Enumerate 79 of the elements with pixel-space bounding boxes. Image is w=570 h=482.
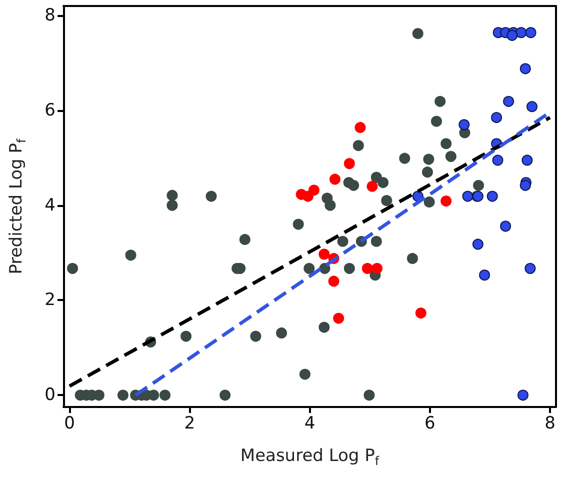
- point: [503, 96, 514, 107]
- point: [486, 190, 498, 202]
- x-tick-label: 6: [424, 414, 436, 434]
- point: [440, 138, 452, 150]
- point: [492, 154, 504, 166]
- point: [206, 190, 217, 202]
- point: [526, 101, 538, 112]
- point: [125, 250, 136, 261]
- y-axis-title: Predicted Log Pf: [6, 138, 28, 274]
- point: [520, 63, 531, 74]
- point: [378, 177, 389, 188]
- point: [304, 262, 315, 274]
- point: [354, 122, 366, 133]
- point: [362, 262, 373, 274]
- point: [415, 308, 426, 319]
- point: [296, 188, 307, 200]
- point: [250, 330, 262, 342]
- point: [424, 196, 435, 208]
- point: [516, 27, 527, 38]
- point: [239, 234, 250, 245]
- point: [399, 152, 410, 164]
- point: [430, 116, 442, 127]
- point: [422, 166, 433, 178]
- point: [348, 180, 360, 191]
- x-tick-label: 8: [544, 414, 556, 434]
- point: [458, 119, 470, 130]
- point: [160, 390, 171, 401]
- point: [166, 190, 178, 201]
- y-tick-label: 0: [44, 385, 56, 406]
- x-tick-label: 4: [304, 414, 316, 434]
- point: [506, 30, 518, 41]
- point: [517, 390, 528, 401]
- point: [462, 190, 474, 202]
- y-tick-label: 8: [44, 5, 56, 26]
- point: [524, 262, 536, 274]
- point: [308, 184, 320, 196]
- point: [500, 220, 512, 232]
- point: [318, 322, 330, 333]
- point: [67, 262, 78, 274]
- point: [352, 140, 364, 152]
- point: [491, 112, 502, 124]
- point: [148, 390, 160, 401]
- x-tick-label: 0: [64, 414, 75, 434]
- x-tick-label: 2: [184, 414, 196, 434]
- point: [344, 158, 355, 170]
- y-tick-label: 6: [44, 100, 56, 120]
- point: [180, 330, 192, 342]
- point: [479, 270, 490, 281]
- point: [412, 28, 424, 40]
- point: [372, 262, 383, 274]
- point: [472, 238, 484, 250]
- point: [434, 96, 446, 107]
- point: [220, 390, 231, 401]
- point: [117, 390, 128, 401]
- point: [333, 312, 344, 324]
- point: [337, 236, 348, 247]
- point: [328, 276, 340, 287]
- point: [381, 195, 392, 206]
- point: [329, 174, 340, 185]
- point: [445, 150, 456, 162]
- point: [406, 252, 418, 264]
- point: [520, 180, 531, 191]
- point: [440, 196, 452, 207]
- point: [292, 218, 304, 230]
- point: [366, 180, 378, 192]
- point: [473, 180, 484, 191]
- point: [344, 262, 355, 274]
- point: [522, 154, 533, 166]
- point: [166, 200, 178, 211]
- point: [324, 200, 336, 211]
- point: [299, 368, 310, 380]
- point: [364, 390, 375, 401]
- point: [318, 248, 330, 260]
- y-tick-label: 4: [44, 195, 56, 216]
- point: [525, 27, 536, 38]
- y-tick-label: 2: [44, 290, 56, 310]
- point: [276, 327, 288, 338]
- point: [370, 236, 382, 247]
- point: [423, 154, 434, 165]
